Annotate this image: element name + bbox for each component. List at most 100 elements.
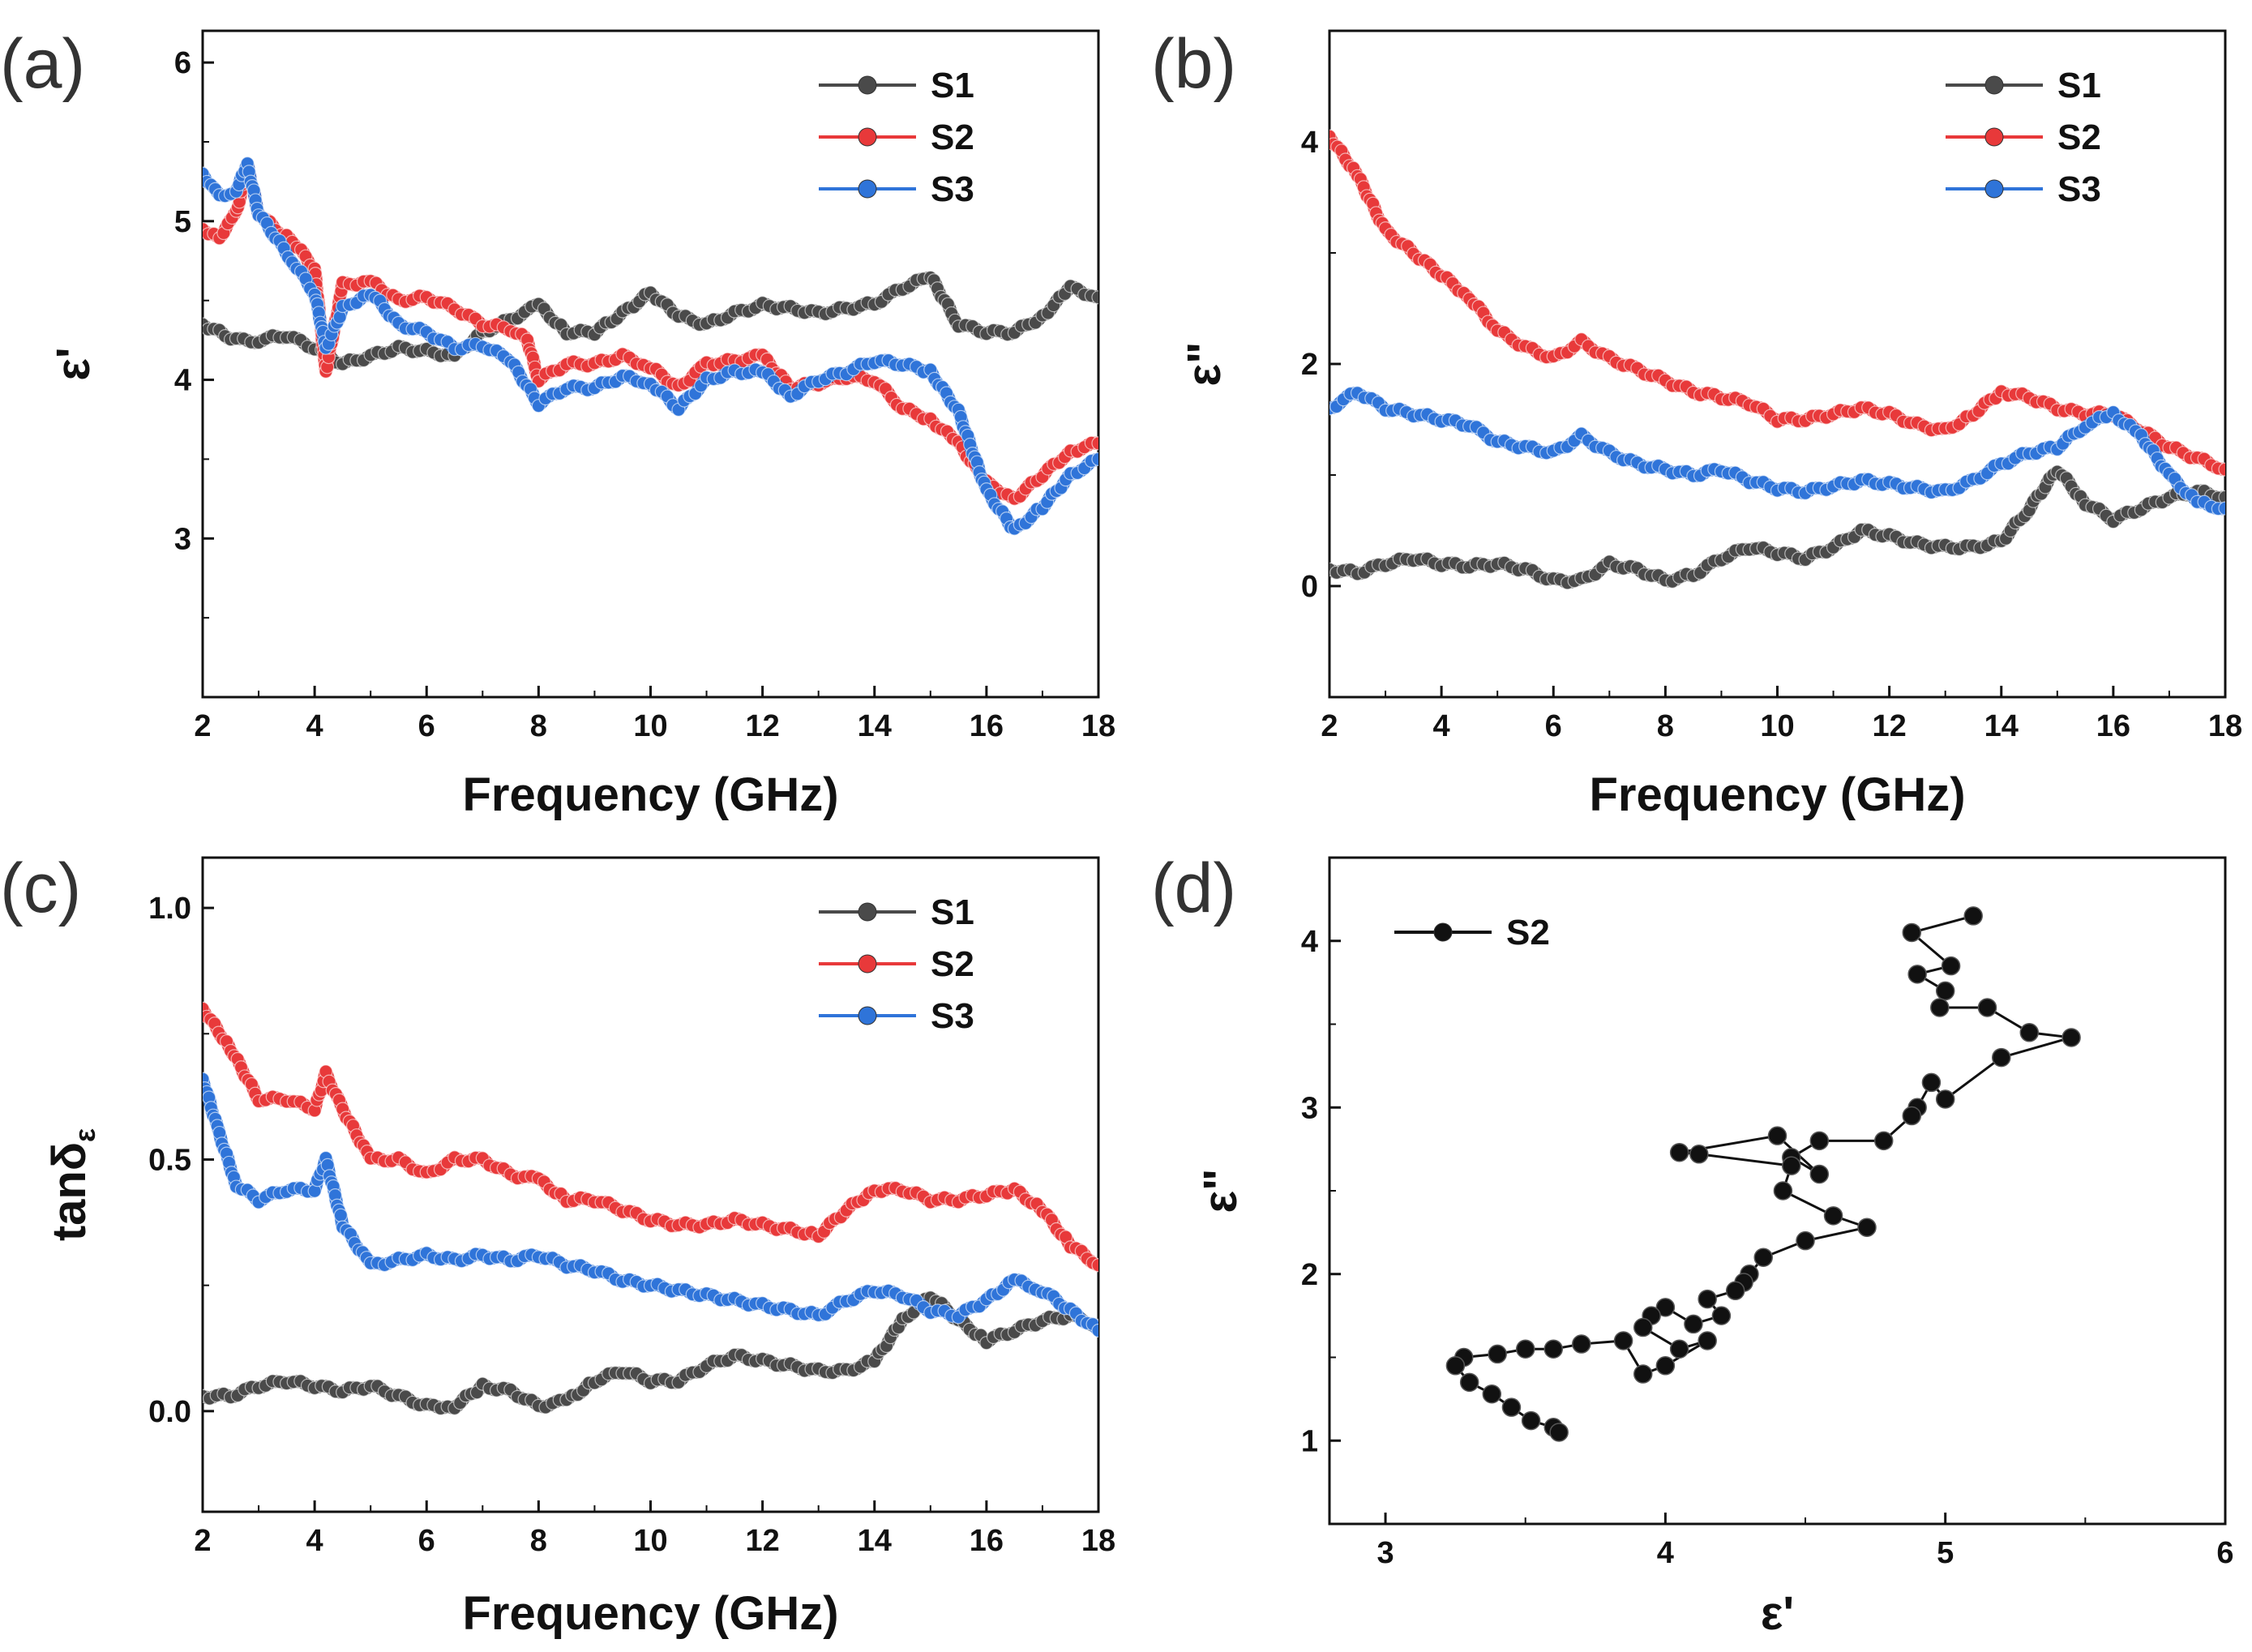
series-s3 bbox=[203, 156, 1098, 536]
legend-label: S2 bbox=[1506, 913, 1550, 952]
data-point bbox=[1902, 922, 1921, 943]
data-point bbox=[1482, 1384, 1502, 1404]
data-point bbox=[1459, 1372, 1479, 1393]
data-point bbox=[2218, 501, 2225, 516]
x-tick-label: 18 bbox=[2208, 709, 2242, 743]
x-tick-label: 12 bbox=[1872, 709, 1906, 743]
data-point bbox=[1941, 956, 1961, 976]
panel-a: (a) 2 4 6 8 10 12 14 16 18 3 4 5 6 Frequency (GHz) ε' S1… bbox=[0, 25, 1115, 821]
plot-area bbox=[1445, 906, 2081, 1442]
data-point bbox=[1857, 1218, 1877, 1237]
x-tick-label: 12 bbox=[745, 709, 779, 743]
data-point bbox=[1930, 998, 1950, 1017]
x-tick-label: 2 bbox=[194, 709, 211, 743]
y-tick-label: 6 bbox=[174, 46, 191, 80]
legend-label: S1 bbox=[931, 892, 974, 932]
legend-label: S3 bbox=[931, 996, 974, 1036]
plot-area bbox=[1329, 129, 2225, 590]
y-tick-label: 3 bbox=[174, 522, 191, 556]
y-axis-title-suffix: " bbox=[1194, 1168, 1247, 1191]
y-tick-label: 4 bbox=[174, 364, 191, 398]
x-tick-label: 14 bbox=[858, 709, 892, 743]
data-point bbox=[1753, 1248, 1773, 1267]
data-point bbox=[1725, 1281, 1745, 1301]
x-tick-label: 16 bbox=[2096, 709, 2130, 743]
data-point bbox=[1711, 1306, 1732, 1325]
series-s3 bbox=[203, 1072, 1098, 1338]
x-tick-label: 18 bbox=[1081, 709, 1115, 743]
y-axis-title: ε" bbox=[1194, 1168, 1247, 1213]
y-tick-label: 3 bbox=[1301, 1091, 1318, 1125]
data-point bbox=[1655, 1356, 1676, 1376]
x-tick-label: 8 bbox=[530, 1524, 547, 1558]
legend-marker bbox=[858, 954, 877, 974]
y-axis-title-main: ε bbox=[1178, 364, 1231, 387]
x-tick-label: 4 bbox=[306, 709, 323, 743]
data-point bbox=[1091, 1323, 1098, 1338]
data-point bbox=[1655, 1298, 1676, 1317]
x-tick-label: 12 bbox=[745, 1524, 779, 1558]
data-point bbox=[1488, 1344, 1507, 1364]
legend: S1 S2 S3 bbox=[819, 892, 974, 1036]
legend: S1 S2 S3 bbox=[819, 66, 974, 209]
series-s2 bbox=[1329, 129, 2225, 477]
legend-label: S2 bbox=[931, 944, 974, 984]
y-tick-label: 4 bbox=[1301, 925, 1318, 959]
x-tick-label: 6 bbox=[418, 1524, 435, 1558]
data-point bbox=[1782, 1156, 1801, 1175]
legend-label: S1 bbox=[2057, 66, 2101, 105]
data-point bbox=[1935, 1089, 1955, 1109]
y-tick-label: 5 bbox=[174, 205, 191, 239]
x-tick-label: 10 bbox=[633, 1524, 667, 1558]
data-point bbox=[1977, 998, 1997, 1017]
data-point bbox=[1633, 1317, 1653, 1337]
data-point bbox=[1902, 1106, 1921, 1126]
legend-marker bbox=[858, 179, 877, 199]
y-axis-title-suffix: " bbox=[1178, 341, 1231, 364]
legend-marker bbox=[1433, 922, 1453, 942]
x-tick-label: 3 bbox=[1376, 1536, 1394, 1570]
data-point bbox=[1091, 452, 1098, 467]
x-tick-label: 10 bbox=[1760, 709, 1794, 743]
y-axis-title-sub: ε bbox=[68, 1128, 101, 1142]
x-tick-label: 18 bbox=[1081, 1524, 1115, 1558]
x-axis-title: Frequency (GHz) bbox=[462, 768, 838, 821]
legend-label: S1 bbox=[931, 66, 974, 105]
x-tick-label: 16 bbox=[970, 1524, 1004, 1558]
x-tick-label: 8 bbox=[530, 709, 547, 743]
data-point bbox=[1921, 1072, 1942, 1093]
x-tick-label: 4 bbox=[306, 1524, 323, 1558]
data-point bbox=[1992, 1047, 2011, 1068]
data-point bbox=[2218, 490, 2225, 504]
y-tick-label: 0.5 bbox=[148, 1143, 191, 1177]
data-point bbox=[1633, 1364, 1653, 1384]
data-point bbox=[1515, 1339, 1535, 1359]
data-point bbox=[1873, 1131, 1894, 1151]
x-axis-title: Frequency (GHz) bbox=[1589, 768, 1965, 821]
y-axis-title-suffix: ' bbox=[47, 347, 100, 358]
legend-marker bbox=[858, 127, 877, 147]
x-tick-label: 6 bbox=[1545, 709, 1562, 743]
y-axis-title-main: tanδ bbox=[43, 1142, 96, 1241]
data-point bbox=[1698, 1289, 1717, 1309]
panel-letter: (a) bbox=[0, 25, 85, 103]
data-point bbox=[1684, 1314, 1703, 1334]
x-tick-label: 14 bbox=[858, 1524, 892, 1558]
data-point bbox=[333, 1208, 348, 1222]
x-tick-label: 16 bbox=[970, 709, 1004, 743]
x-tick-label: 8 bbox=[1657, 709, 1674, 743]
legend-label: S3 bbox=[2057, 169, 2101, 209]
x-tick-label: 6 bbox=[418, 709, 435, 743]
x-tick-label: 6 bbox=[2216, 1536, 2233, 1570]
x-tick-label: 5 bbox=[1937, 1536, 1954, 1570]
x-tick-label: 4 bbox=[1657, 1536, 1674, 1570]
y-tick-label: 0 bbox=[1301, 570, 1318, 604]
data-point bbox=[1698, 1331, 1717, 1350]
series-s1 bbox=[203, 1290, 1098, 1416]
x-tick-label: 2 bbox=[194, 1524, 211, 1558]
series-s1 bbox=[1329, 464, 2225, 590]
legend-marker bbox=[1984, 127, 2004, 147]
data-point bbox=[1935, 981, 1955, 1001]
data-point bbox=[1091, 1258, 1098, 1273]
